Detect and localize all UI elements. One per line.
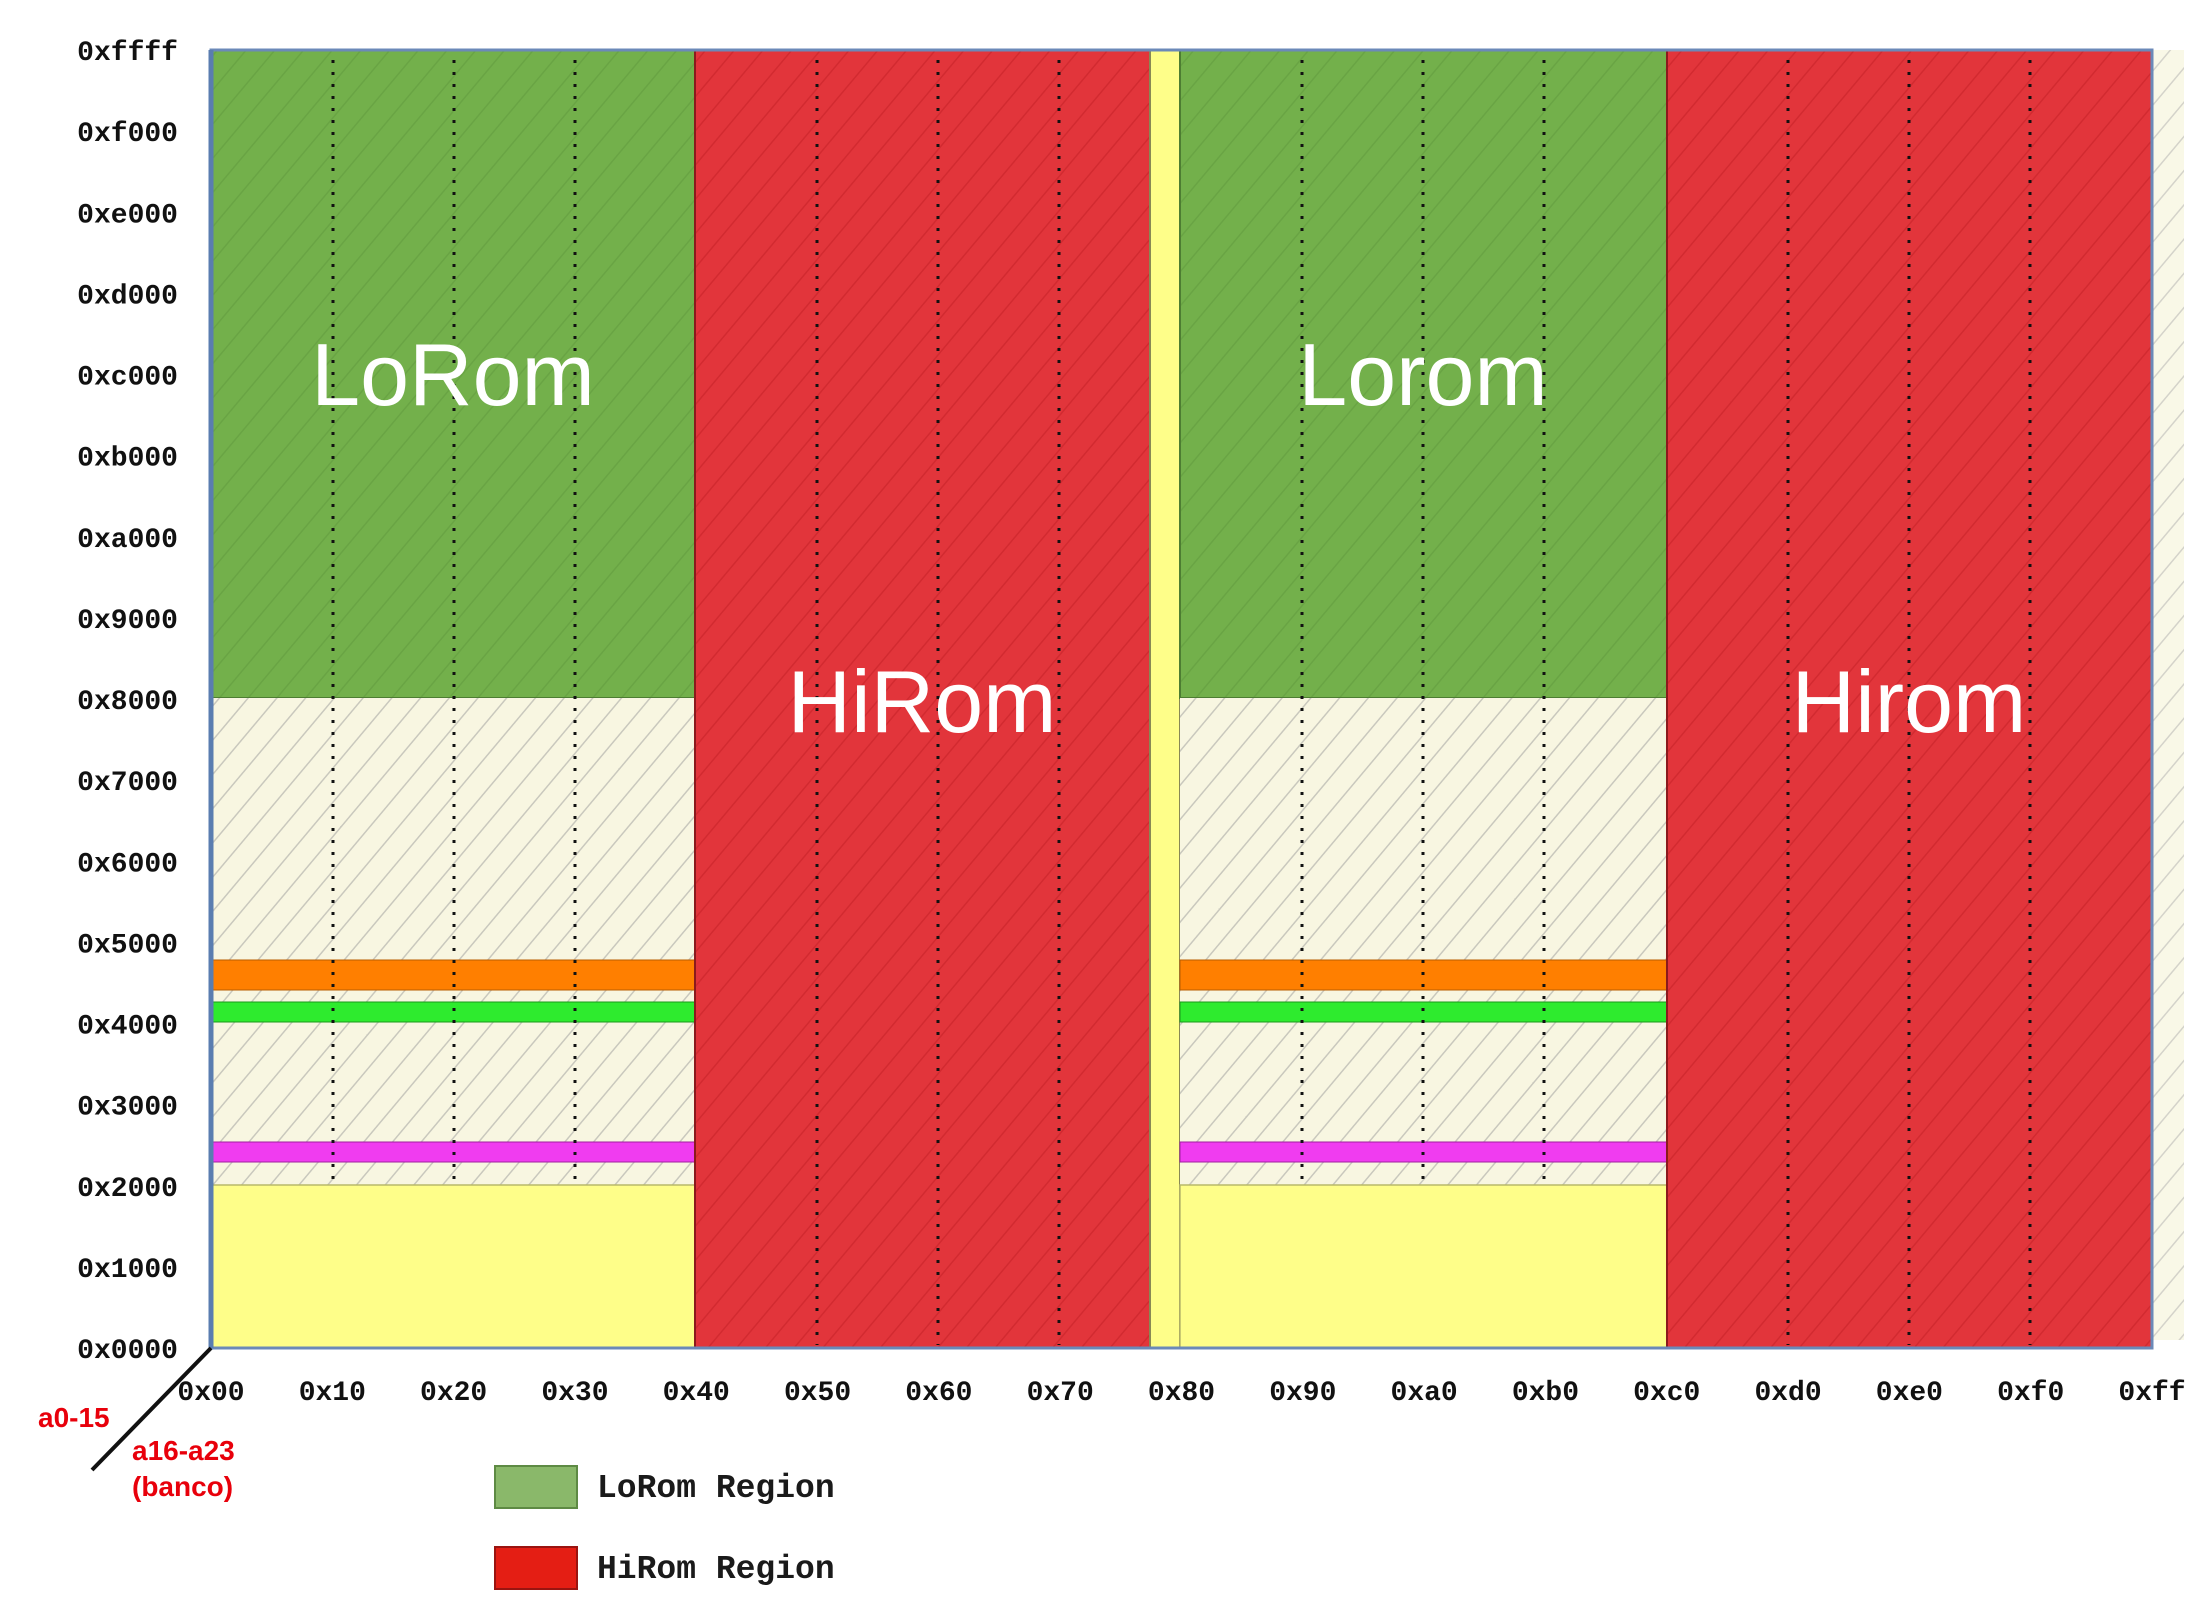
y-tick-label: 0x5000: [77, 930, 178, 961]
x-tick-label: 0x90: [1269, 1378, 1336, 1409]
x-tick-label: 0x00: [177, 1378, 244, 1409]
lorom-lower-hatched-left: [211, 698, 695, 1185]
x-tick-label: 0x10: [299, 1378, 366, 1409]
y-tick-label: 0xe000: [77, 200, 178, 231]
x-tick-label: 0xb0: [1512, 1378, 1579, 1409]
x-tick-label: 0xff: [2118, 1378, 2185, 1409]
axis-diagonal: [90, 1346, 213, 1472]
io-green-right: [1179, 1001, 1668, 1023]
background-hatch: [2150, 50, 2184, 1340]
legend-label-hirom: HiRom Region: [597, 1551, 835, 1588]
region-label-hirom-left: HiRom: [788, 652, 1057, 751]
y-tick-label: 0x4000: [77, 1012, 178, 1043]
x-tick-label: 0x80: [1148, 1378, 1215, 1409]
x-tick-label: 0xd0: [1754, 1378, 1821, 1409]
legend: LoRom Region HiRom Region: [494, 1465, 835, 1590]
y-tick-label: 0xc000: [77, 363, 178, 394]
legend-swatch-hirom: [494, 1546, 578, 1590]
y-tick-label: 0x9000: [77, 606, 178, 637]
right-lorom-banks: [1179, 49, 1668, 1349]
y-tick-label: 0x2000: [77, 1174, 178, 1205]
bank-dividers: [331, 60, 2032, 1345]
io-green-left: [210, 1001, 696, 1023]
low-ram-right: [1179, 1184, 1668, 1349]
y-tick-label: 0x7000: [77, 768, 178, 799]
x-tick-label: 0xf0: [1997, 1378, 2064, 1409]
x-tick-label: 0x60: [905, 1378, 972, 1409]
y-tick-label: 0x0000: [77, 1336, 178, 1367]
lorom-lower-hatched-right: [1180, 698, 1667, 1185]
y-tick-label: 0x6000: [77, 849, 178, 880]
legend-label-lorom: LoRom Region: [597, 1470, 835, 1507]
hirom-left-region: [694, 49, 1151, 1349]
bank-7e-7f-ram: [1149, 49, 1181, 1349]
low-ram-left: [210, 1184, 696, 1349]
region-label-lorom-right: Lorom: [1298, 325, 1547, 424]
y-tick-label: 0x1000: [77, 1255, 178, 1286]
y-axis-label: a0-15: [38, 1402, 110, 1433]
x-axis-ticks: 0x00 0x10 0x20 0x30 0x40 0x50 0x60 0x70 0x80 0x90…: [177, 1378, 2185, 1409]
x-tick-label: 0xa0: [1391, 1378, 1458, 1409]
y-tick-label: 0xd000: [77, 281, 178, 312]
x-tick-label: 0x30: [541, 1378, 608, 1409]
y-tick-label: 0xb000: [77, 444, 178, 475]
region-label-hirom-right: Hirom: [1792, 652, 2027, 751]
x-tick-label: 0x20: [420, 1378, 487, 1409]
y-tick-label: 0xf000: [77, 119, 178, 150]
x-tick-label: 0xc0: [1633, 1378, 1700, 1409]
x-tick-label: 0x40: [663, 1378, 730, 1409]
y-tick-label: 0x3000: [77, 1093, 178, 1124]
x-tick-label: 0x70: [1027, 1378, 1094, 1409]
y-axis-ticks: 0xffff 0xf000 0xe000 0xd000 0xc000 0xb000 0xa0…: [77, 38, 178, 1367]
y-tick-label: 0xffff: [77, 38, 178, 69]
x-axis-label-line2: (banco): [132, 1471, 233, 1502]
x-axis-label-line1: a16-a23: [132, 1435, 235, 1466]
region-label-lorom-left: LoRom: [311, 325, 595, 424]
y-tick-label: 0x8000: [77, 687, 178, 718]
legend-swatch-lorom: [494, 1465, 578, 1509]
y-tick-label: 0xa000: [77, 525, 178, 556]
x-tick-label: 0x50: [784, 1378, 851, 1409]
x-tick-label: 0xe0: [1876, 1378, 1943, 1409]
